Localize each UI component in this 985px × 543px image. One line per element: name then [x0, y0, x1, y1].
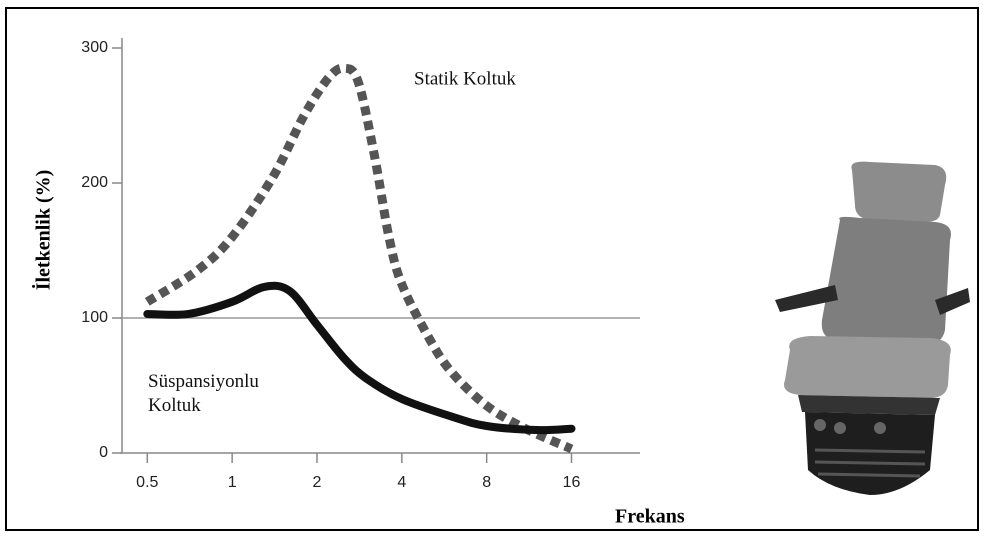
x-tick-label: 2 — [313, 474, 322, 491]
x-tick-label: 0.5 — [136, 474, 158, 491]
seat-illustration — [775, 161, 970, 495]
y-axis-label: İletkenlik (%) — [31, 170, 55, 291]
y-tick-label: 300 — [81, 39, 108, 56]
series-label: Süspansiyonlu Koltuk — [148, 371, 259, 416]
series-label: Statik Koltuk — [414, 68, 516, 89]
frame — [5, 7, 979, 531]
y-tick-label: 200 — [81, 174, 108, 191]
series-line — [144, 63, 574, 454]
x-axis-label: Frekans — [615, 506, 685, 528]
series-line — [143, 281, 576, 435]
x-tick-label: 16 — [563, 474, 581, 491]
y-tick-label: 0 — [99, 444, 108, 461]
x-tick-label: 1 — [228, 474, 237, 491]
x-tick-label: 8 — [482, 474, 491, 491]
x-tick-label: 4 — [397, 474, 406, 491]
y-tick-label: 100 — [81, 309, 108, 326]
